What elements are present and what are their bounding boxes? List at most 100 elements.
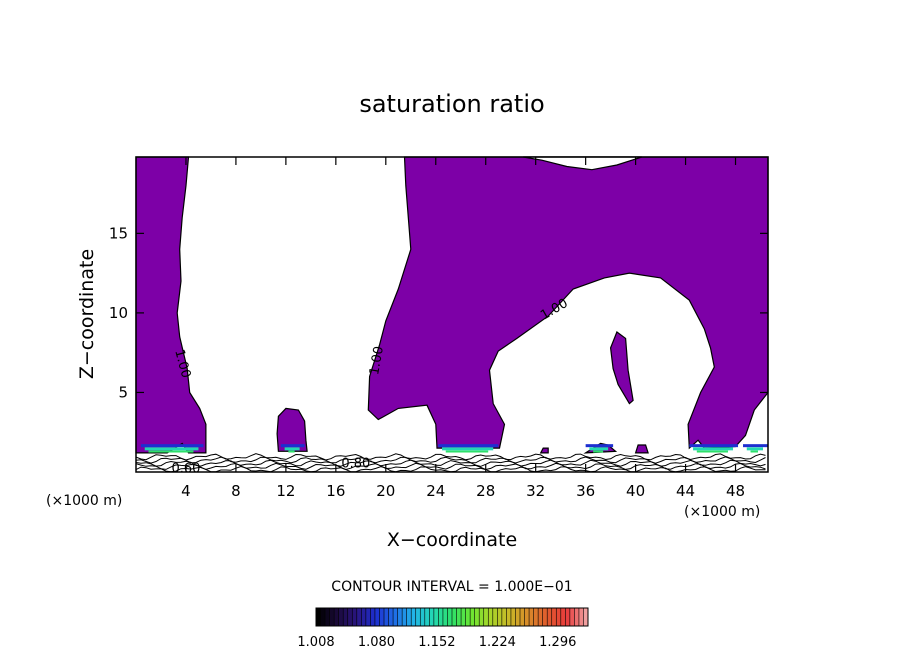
- colorbar-swatch-3: [325, 608, 330, 626]
- fringe-blue-4: [689, 444, 739, 448]
- contour-line-3: [135, 459, 766, 467]
- y-tick-label-5: 5: [118, 383, 128, 401]
- x-tick-label-16: 16: [326, 482, 345, 500]
- colorbar-swatch-28: [438, 608, 444, 626]
- z-unit-label: (×1000 m): [684, 504, 760, 520]
- cloud-region-4: [609, 331, 634, 405]
- fringe-blue-5: [743, 444, 768, 448]
- colorbar-swatch-50: [538, 608, 543, 626]
- plot-area: 1.00 1.001.000.60 0.80 4 8 12 16 20 24 28 32 36 40 4…: [109, 156, 769, 500]
- fringe-green-2: [288, 450, 295, 453]
- x-tick-label-28: 28: [476, 482, 495, 500]
- colorbar-tick-label-1: 1.008: [297, 635, 334, 650]
- colorbar-swatch-5: [334, 608, 339, 626]
- fringe-teal-1: [144, 447, 199, 451]
- colorbar-tick-label-3: 1.152: [418, 635, 455, 650]
- y-axis-label: Z−coordinate: [76, 249, 98, 379]
- y-tick-label-10: 10: [109, 304, 128, 322]
- colorbar-swatch-43: [506, 608, 512, 626]
- x-tick-label-32: 32: [526, 482, 545, 500]
- colorbar-swatch-37: [479, 608, 485, 626]
- x-tick-label-8: 8: [231, 482, 241, 500]
- fringe-teal-4: [693, 447, 734, 451]
- colorbar-swatch-49: [533, 608, 539, 626]
- colorbar-swatch-20: [402, 608, 407, 626]
- colorbar-swatch-10: [356, 608, 362, 626]
- colorbar-swatch-8: [347, 608, 353, 626]
- x-tick-label-12: 12: [276, 482, 295, 500]
- colorbar-swatch-14: [374, 608, 380, 626]
- colorbar-swatch-17: [388, 608, 394, 626]
- colorbar-swatch-42: [501, 608, 507, 626]
- fringe-green-5: [750, 450, 759, 453]
- colorbar-swatch-12: [365, 608, 371, 626]
- y-tick-label-15: 15: [109, 224, 128, 242]
- x-tick-label-20: 20: [376, 482, 395, 500]
- x-axis-label: X−coordinate: [387, 529, 517, 551]
- x-ticks: 4 8 12 16 20 24 28 32 36 40 44 48: [181, 157, 745, 500]
- colorbar-swatch-13: [370, 608, 376, 626]
- colorbar-swatch-29: [442, 608, 448, 626]
- fringe-green-1: [148, 450, 194, 453]
- colorbar-swatch-35: [470, 608, 475, 626]
- colorbar-swatch-6: [338, 608, 344, 626]
- cloud-region-6: [634, 444, 649, 454]
- colorbar-swatch-33: [461, 608, 466, 626]
- x-tick-label-48: 48: [726, 482, 745, 500]
- fringe-blue-1: [140, 444, 204, 448]
- colorbar-swatch-36: [474, 608, 480, 626]
- colorbar-swatch-26: [429, 608, 435, 626]
- fringe-green-4: [696, 450, 729, 453]
- fringe-blue-3: [438, 444, 499, 448]
- fringe-blue-6: [585, 444, 614, 448]
- colorbar-swatch-16: [384, 608, 389, 626]
- x-tick-label-40: 40: [626, 482, 645, 500]
- colorbar-swatch-25: [424, 608, 430, 626]
- fringe-teal-3: [442, 447, 494, 451]
- colorbar-swatch-31: [452, 608, 457, 626]
- colorbar-swatch-57: [569, 608, 575, 626]
- colorbar-swatch-52: [547, 608, 553, 626]
- contour-interval-label: CONTOUR INTERVAL = 1.000E−01: [331, 579, 572, 595]
- colorbar-swatch-38: [483, 608, 489, 626]
- colorbar-tick-label-4: 1.224: [479, 635, 516, 650]
- colorbar-swatch-24: [420, 608, 426, 626]
- y-ticks: 5 10 15: [109, 224, 768, 401]
- colorbar-swatch-32: [456, 608, 462, 626]
- chart-title: saturation ratio: [359, 90, 544, 118]
- colorbar-swatch-46: [520, 608, 525, 626]
- colorbar-swatch-19: [397, 608, 403, 626]
- fringe-blue-2: [280, 444, 305, 448]
- colorbar-tick-labels: 1.008 1.080 1.152 1.224 1.296: [297, 635, 576, 650]
- colorbar-swatch-51: [542, 608, 548, 626]
- fringe-teal-6: [589, 447, 609, 451]
- supersaturated-regions: [135, 156, 769, 454]
- fringe-teal-2: [284, 447, 300, 451]
- colorbar-swatch-59: [578, 608, 584, 626]
- colorbar-swatch-39: [488, 608, 494, 626]
- colorbar-frame: [315, 607, 589, 627]
- x-tick-label-4: 4: [181, 482, 191, 500]
- colorbar-swatch-48: [529, 608, 534, 626]
- x-tick-label-44: 44: [676, 482, 695, 500]
- colorbar-swatch-40: [492, 608, 498, 626]
- x-tick-label-24: 24: [426, 482, 445, 500]
- contour-label-1: 1.00: [171, 348, 193, 380]
- colorbar-swatch-30: [447, 608, 453, 626]
- colorbar-swatch-44: [510, 608, 516, 626]
- fringe-green-6: [593, 450, 604, 453]
- colorbar-swatch-34: [465, 608, 471, 626]
- colorbar-swatch-45: [515, 608, 521, 626]
- colorbar-swatch-2: [320, 608, 326, 626]
- colorbar: [315, 607, 589, 627]
- colorbar-swatch-1: [316, 608, 321, 626]
- colorbar-swatch-60: [583, 608, 589, 626]
- x-unit-label: (×1000 m): [46, 493, 122, 509]
- colorbar-swatch-15: [379, 608, 385, 626]
- cloud-region-2: [276, 407, 308, 452]
- colorbar-swatch-55: [560, 608, 566, 626]
- plot-frame: [135, 156, 769, 473]
- colorbar-swatch-41: [497, 608, 503, 626]
- x-tick-label-36: 36: [576, 482, 595, 500]
